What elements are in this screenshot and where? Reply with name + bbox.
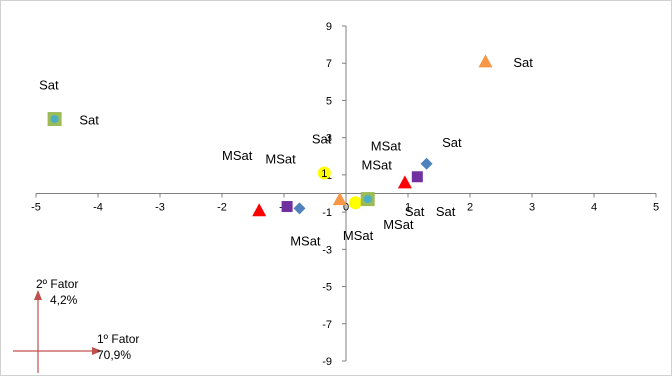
triangle-marker: [478, 54, 493, 68]
circle-marker: [317, 166, 331, 180]
y-tick-label: -5: [322, 282, 332, 294]
point-label: MSat: [343, 228, 374, 243]
square-marker: [411, 171, 423, 183]
y-tick-label: -3: [322, 244, 332, 256]
x-tick-label: -5: [31, 202, 41, 214]
square-marker: [281, 201, 293, 213]
triangle-marker: [252, 203, 267, 217]
circle-marker: [348, 196, 362, 210]
y-tick-label: -9: [322, 356, 332, 368]
x-tick-label: -2: [217, 202, 227, 214]
square-circle-inner: [50, 115, 59, 124]
x-tick-label: 2: [467, 202, 473, 214]
factor2-title: 2º Fator: [36, 277, 79, 291]
factor1-title: 1º Fator: [97, 332, 140, 346]
factor1-arrow-head: [92, 347, 102, 355]
point-label: MSat: [371, 139, 402, 154]
x-tick-label: 5: [653, 202, 659, 214]
y-tick-label: -1: [322, 207, 332, 219]
y-tick-label: 9: [326, 21, 332, 33]
point-label: MSat: [290, 234, 321, 249]
x-tick-label: 3: [529, 202, 535, 214]
diamond-marker: [293, 202, 306, 215]
point-label: Sat: [513, 55, 533, 70]
y-tick-label: 7: [326, 58, 332, 70]
y-tick-label: 5: [326, 95, 332, 107]
triangle-marker: [332, 192, 347, 206]
x-tick-label: 1: [405, 202, 411, 214]
square-circle-inner: [363, 195, 372, 204]
y-tick-label: 3: [326, 133, 332, 145]
point-label: Sat: [312, 131, 332, 146]
x-tick-label: -3: [155, 202, 165, 214]
point-label: MSat: [265, 152, 296, 167]
point-label: Sat: [39, 77, 59, 92]
point-label: MSat: [362, 157, 393, 172]
point-label: Sat: [436, 204, 456, 219]
x-tick-label: -4: [93, 202, 103, 214]
x-tick-label: 4: [591, 202, 597, 214]
factor2-pct: 4,2%: [50, 293, 78, 307]
y-tick-label: -7: [322, 319, 332, 331]
triangle-marker: [397, 175, 412, 189]
x-tick-label: 0: [343, 202, 349, 214]
diamond-marker: [420, 157, 433, 170]
point-label: Sat: [442, 135, 462, 150]
factor2-arrow-head: [34, 290, 42, 300]
point-label: MSat: [383, 217, 414, 232]
point-label: 1: [321, 168, 327, 180]
factor1-pct: 70,9%: [97, 348, 132, 362]
point-label: Sat: [79, 113, 99, 128]
point-label: MSat: [222, 148, 253, 163]
point-label: Sat: [405, 204, 425, 219]
